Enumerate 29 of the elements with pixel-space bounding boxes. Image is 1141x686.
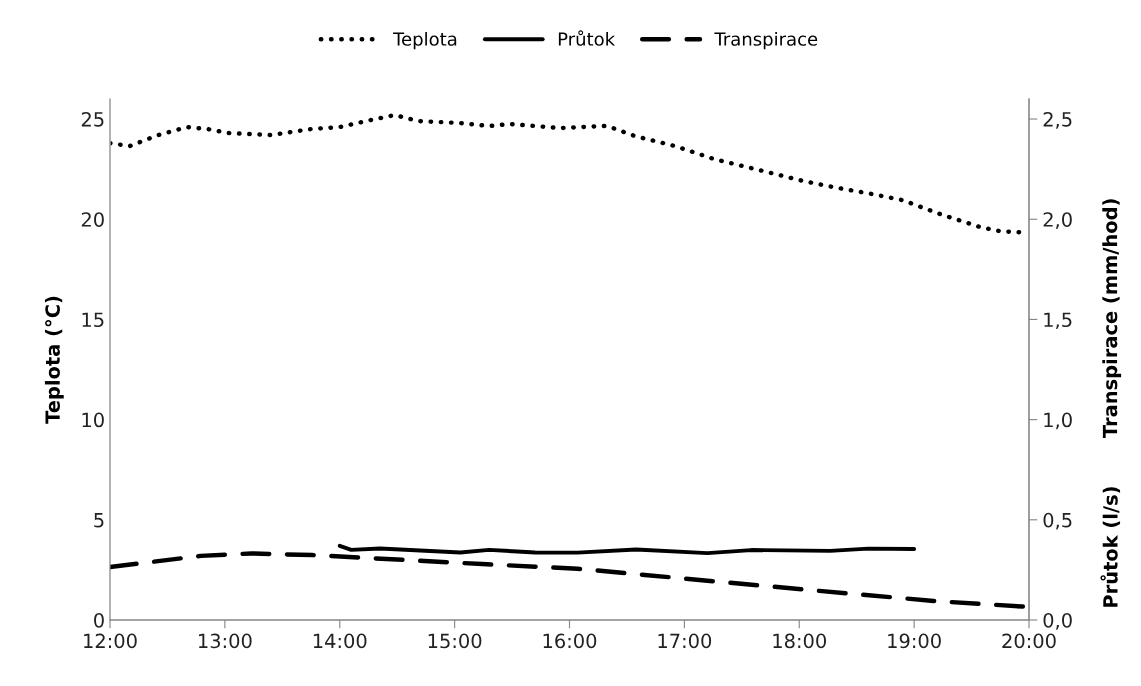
y-tick-label: 25 bbox=[81, 111, 104, 127]
x-tick-label: 18:00 bbox=[773, 633, 826, 649]
y2-tick-label: 2,5 bbox=[1043, 111, 1072, 129]
x-tick-label: 14:00 bbox=[313, 633, 367, 649]
line-series bbox=[337, 543, 917, 556]
x-tick-label: 16:00 bbox=[543, 633, 597, 649]
y-tick-label: 5 bbox=[94, 513, 104, 528]
x-tick-label: 13:00 bbox=[198, 633, 252, 649]
legend-label: Transpirace bbox=[714, 31, 818, 50]
y-axis-title: Teplota (°C) bbox=[44, 296, 64, 424]
y-tick-label: 15 bbox=[82, 312, 104, 328]
x-tick-label: 20:00 bbox=[1002, 633, 1056, 649]
y2-tick-label: 2,0 bbox=[1043, 212, 1072, 229]
y-tick-label: 20 bbox=[81, 212, 104, 227]
y2-tick-label: 0,0 bbox=[1043, 612, 1072, 630]
legend-label: Průtok bbox=[558, 30, 616, 46]
y2-tick-label: 0,5 bbox=[1043, 512, 1072, 530]
y-tick-label: 0 bbox=[94, 612, 104, 628]
legend-label: Teplota bbox=[393, 31, 457, 50]
y-tick-label: 10 bbox=[82, 412, 104, 428]
text: Průtok (l/s) bbox=[1100, 487, 1121, 607]
x-tick-label: 17:00 bbox=[658, 633, 712, 649]
line-series bbox=[110, 112, 1023, 235]
x-tick-label: 12:00 bbox=[84, 633, 137, 649]
y2-tick-label: 1,5 bbox=[1044, 312, 1072, 330]
y2-tick-label: 1,0 bbox=[1044, 412, 1072, 430]
text: Transpirace (mm/hod) bbox=[1102, 199, 1122, 438]
x-tick-label: 15:00 bbox=[428, 633, 482, 649]
x-tick-label: 19:00 bbox=[888, 633, 941, 649]
